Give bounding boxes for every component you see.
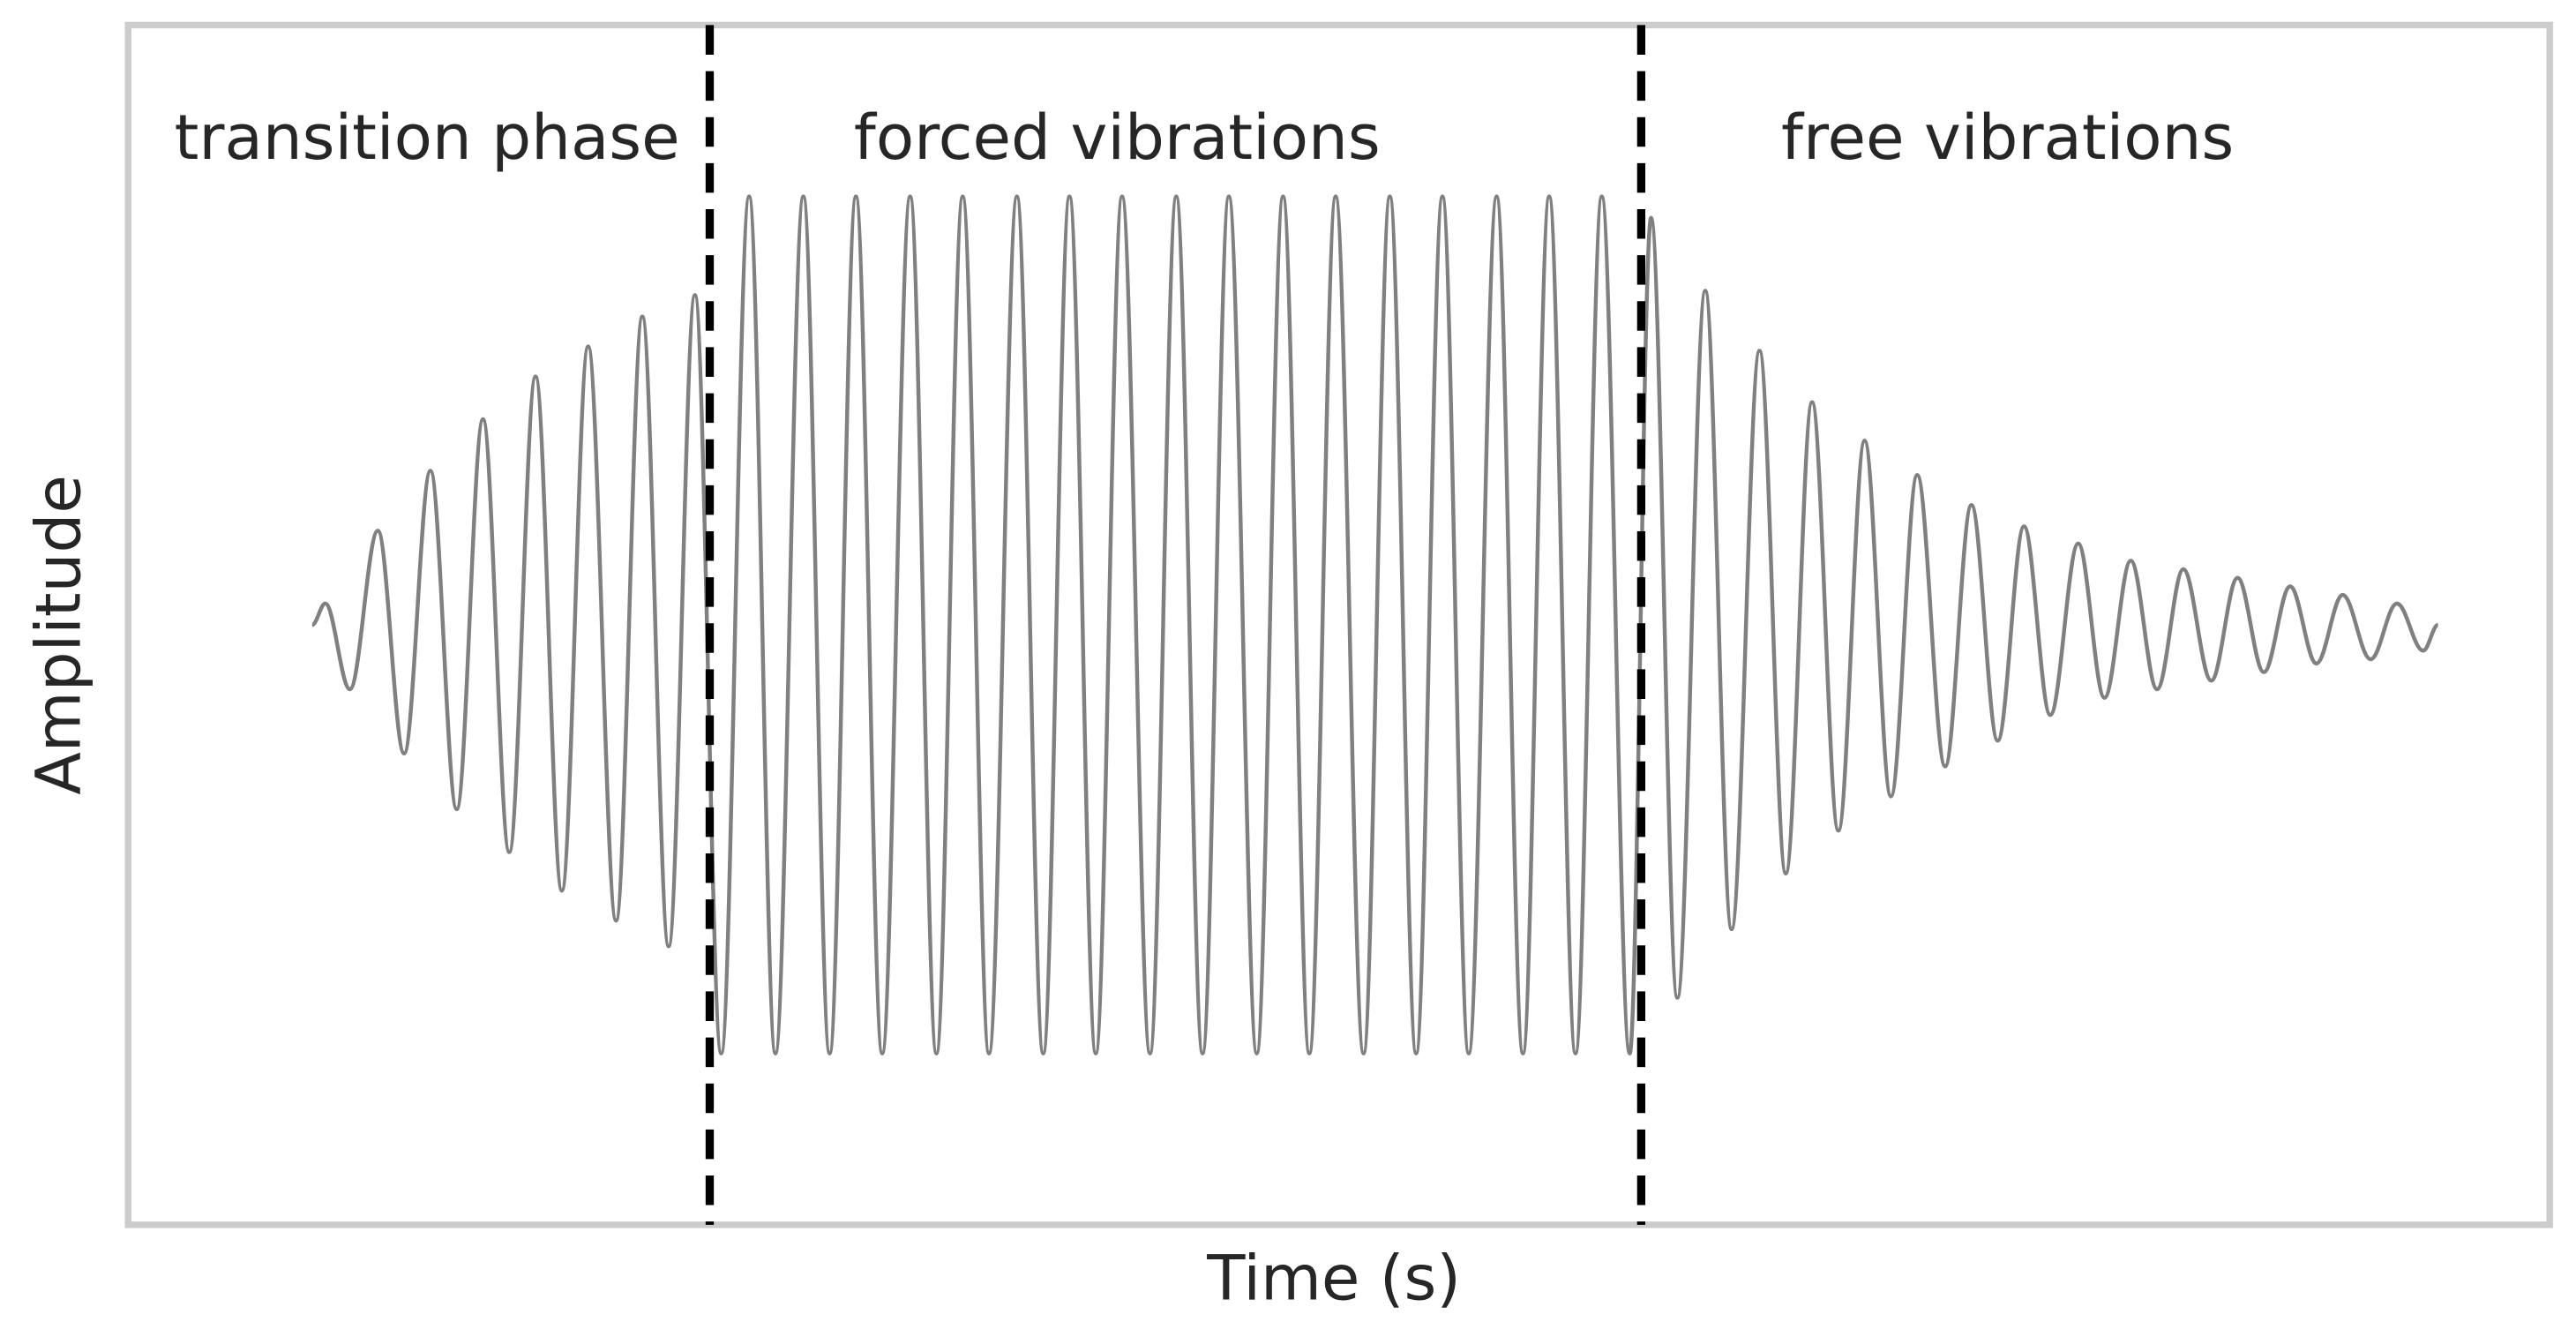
signal-line bbox=[311, 194, 2439, 1055]
y-axis-label: Amplitude bbox=[21, 475, 94, 795]
annotation: forced vibrations bbox=[854, 101, 1381, 174]
annotation: transition phase bbox=[175, 101, 680, 174]
plot-frame bbox=[124, 21, 2553, 1228]
x-axis-label: Time (s) bbox=[1206, 1242, 1461, 1315]
annotation: free vibrations bbox=[1781, 101, 2234, 174]
